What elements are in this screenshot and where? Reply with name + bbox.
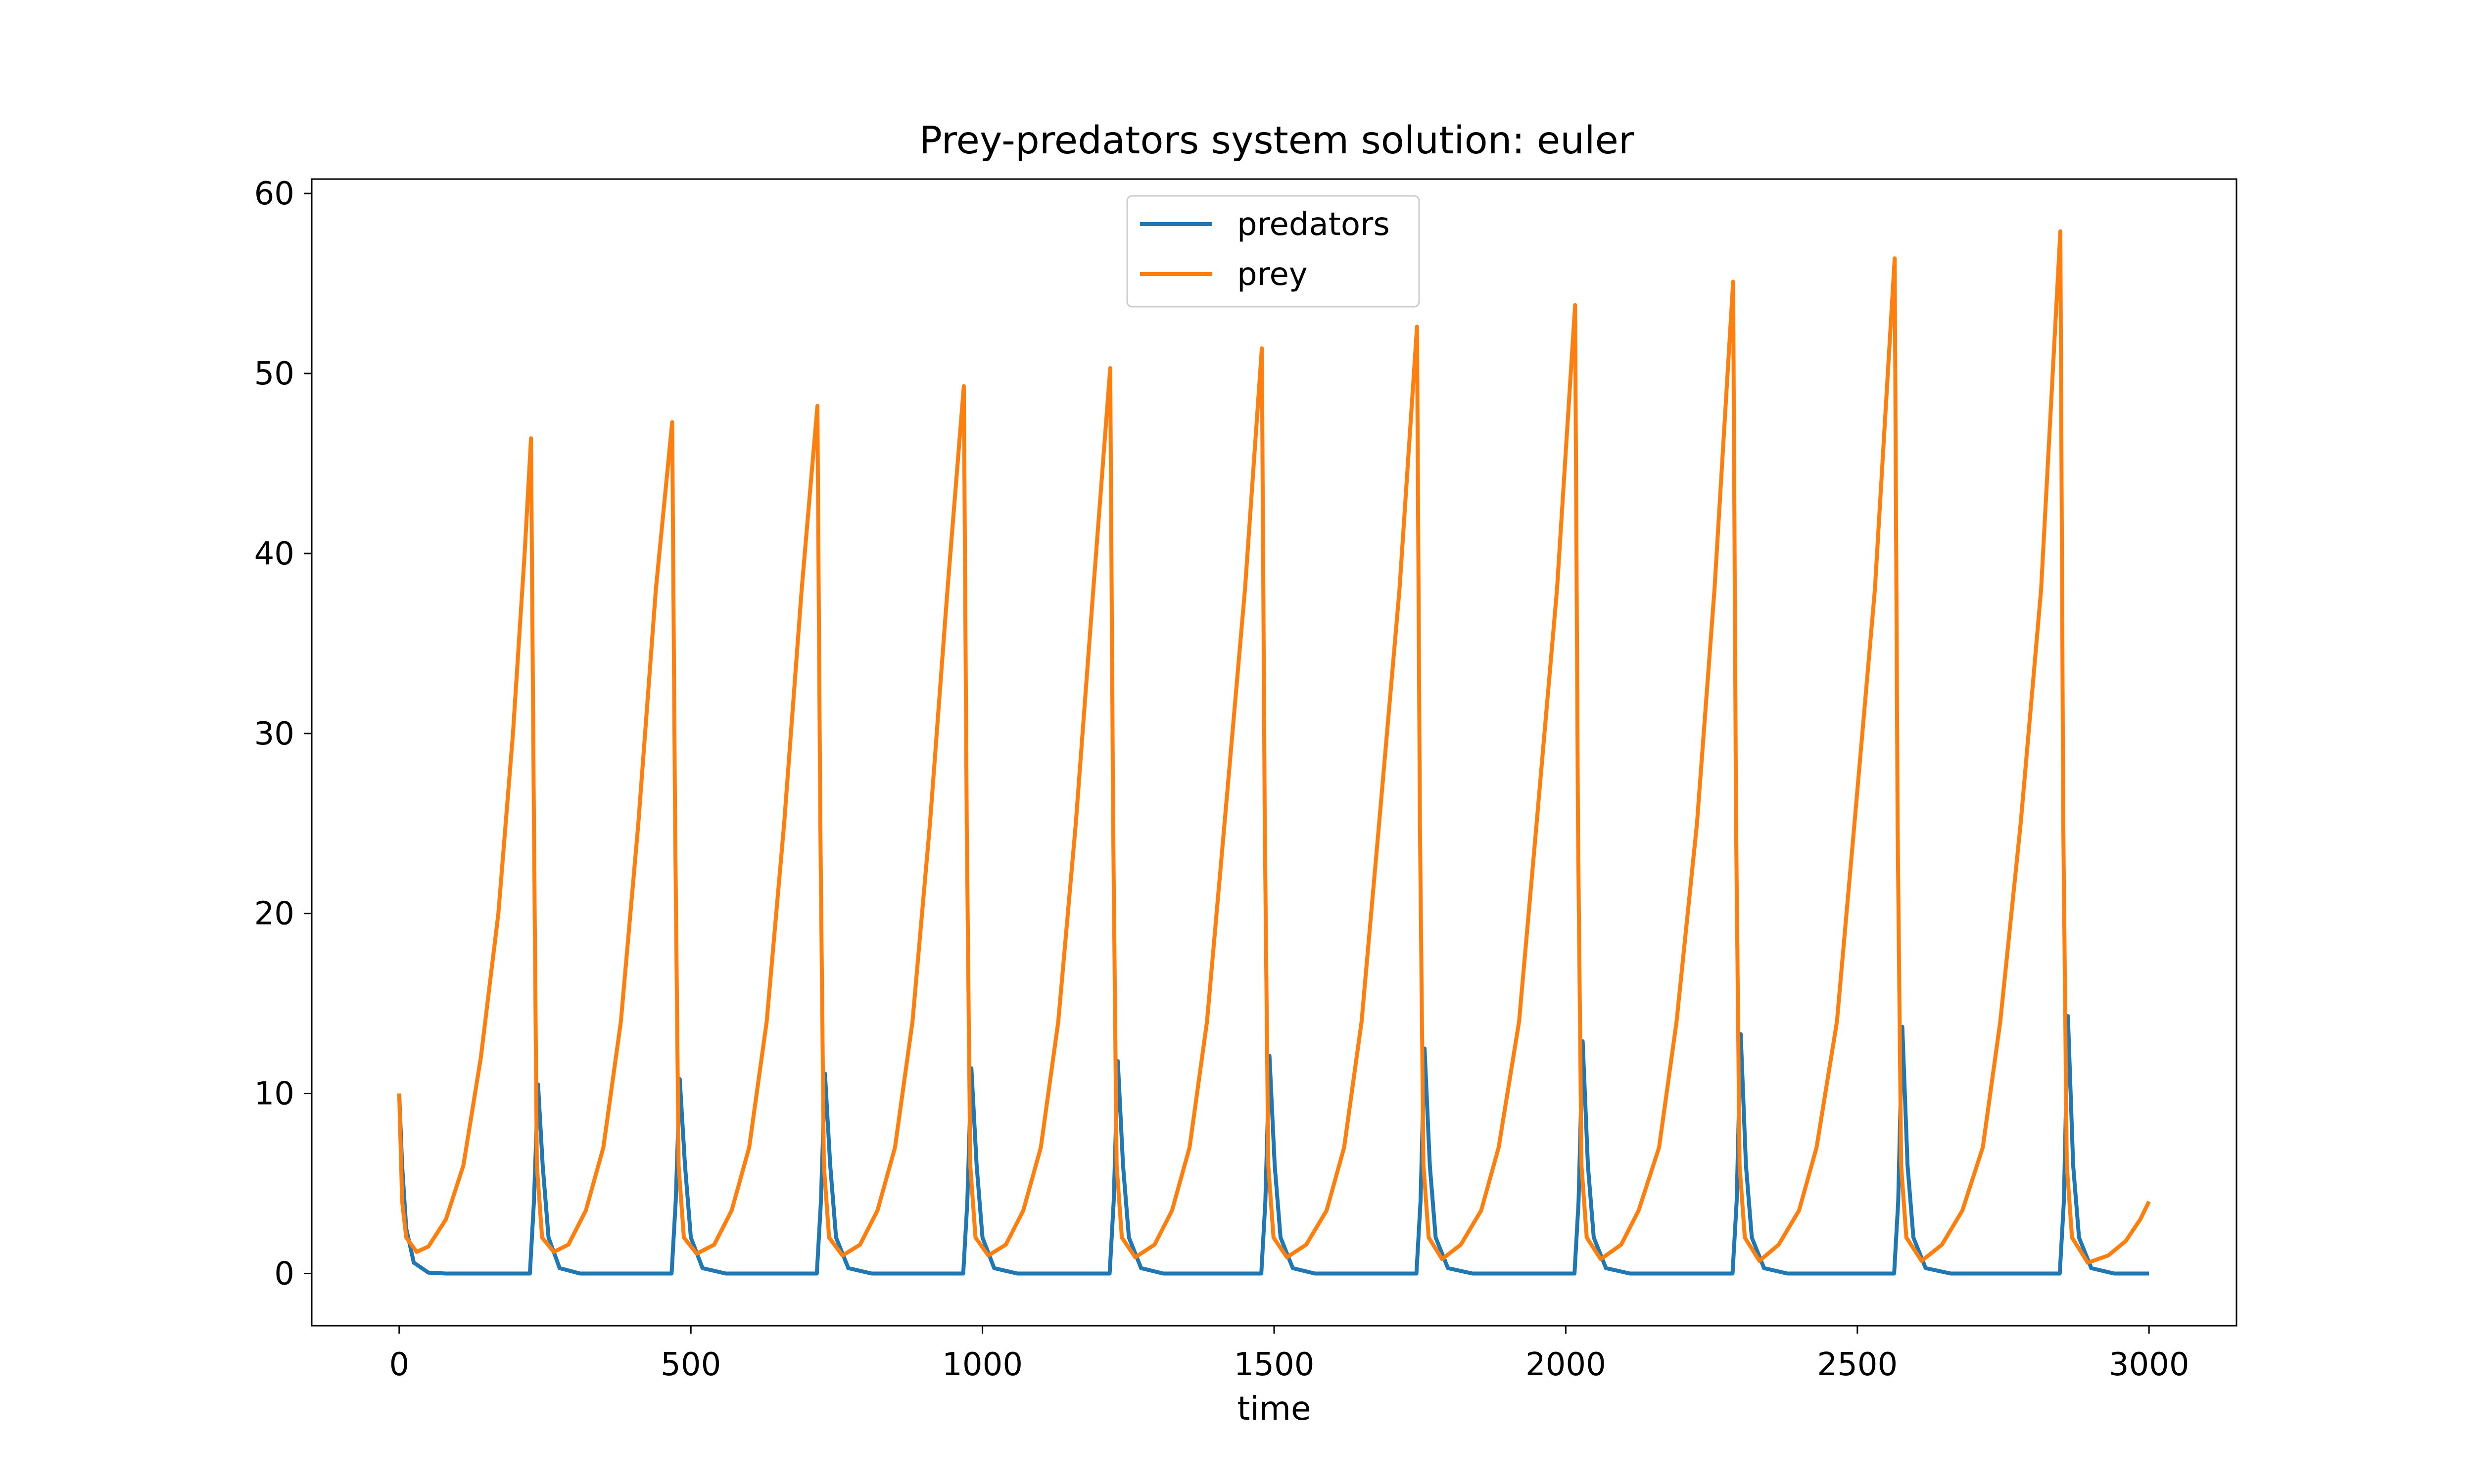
- x-tick-label: 500: [661, 1346, 721, 1383]
- x-tick-label: 1000: [942, 1346, 1023, 1383]
- x-tick-label: 2000: [1525, 1346, 1606, 1383]
- series-line-predators: [397, 1014, 2149, 1276]
- x-tick-label: 3000: [2109, 1346, 2189, 1383]
- y-tick-label: 0: [274, 1255, 294, 1292]
- legend-label-predators: predators: [1237, 206, 1390, 243]
- x-tick-label: 2500: [1817, 1346, 1898, 1383]
- y-tick-label: 60: [254, 176, 294, 212]
- y-axis: 0 10 20 30 40 50 60: [254, 176, 312, 1292]
- y-tick-label: 30: [254, 716, 294, 752]
- legend-label-prey: prey: [1237, 256, 1308, 293]
- y-tick-label: 10: [254, 1076, 294, 1113]
- y-tick-label: 20: [254, 896, 294, 932]
- x-tick-label: 0: [389, 1346, 409, 1383]
- legend: predators prey: [1126, 195, 1420, 308]
- series-layer: [397, 229, 2151, 1276]
- x-axis: 0 500 1000 1500 2000 2500 3000: [389, 1326, 2189, 1383]
- x-axis-title: time: [1237, 1390, 1311, 1428]
- y-tick-label: 50: [254, 356, 294, 392]
- chart-title: Prey-predators system solution: euler: [919, 119, 1634, 163]
- series-line-prey: [397, 229, 2151, 1265]
- x-tick-label: 1500: [1234, 1346, 1315, 1383]
- y-tick-label: 40: [254, 536, 294, 572]
